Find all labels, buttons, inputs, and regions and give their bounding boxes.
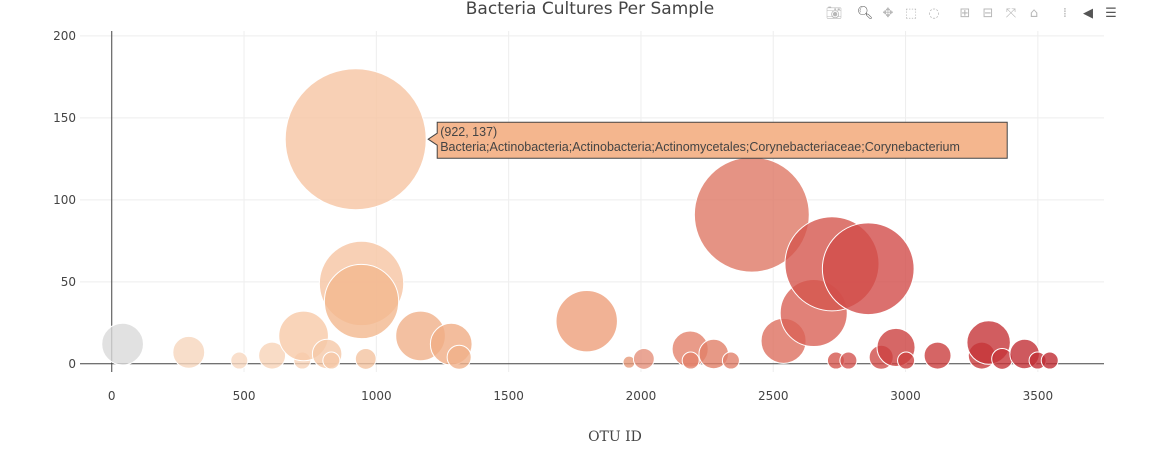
- bubble[interactable]: [101, 322, 144, 366]
- hover-tooltip-box: [427, 121, 1008, 159]
- box-select-icon[interactable]: ⬚: [904, 5, 918, 21]
- bubble[interactable]: [632, 347, 655, 370]
- autoscale-icon[interactable]: ⤧: [1005, 5, 1017, 21]
- bubble[interactable]: [991, 347, 1014, 370]
- chart-title: Bacteria Cultures Per Sample: [466, 0, 714, 19]
- bubble[interactable]: [555, 289, 618, 353]
- bubble[interactable]: [258, 341, 287, 370]
- bubble[interactable]: [1040, 351, 1059, 370]
- x-tick-label: 2500: [758, 389, 789, 403]
- bubbles[interactable]: [101, 68, 1059, 370]
- x-tick-label: 0: [108, 389, 116, 403]
- bubble[interactable]: [681, 351, 700, 370]
- bubble[interactable]: [446, 344, 472, 370]
- bubble[interactable]: [323, 263, 400, 340]
- hover-tooltip: (922, 137) Bacteria;Actinobacteria;Actin…: [427, 121, 1008, 159]
- lasso-select-icon[interactable]: ◌: [928, 5, 940, 21]
- bubble[interactable]: [354, 347, 377, 370]
- x-tick-label: 500: [233, 389, 256, 403]
- zoom-out-icon[interactable]: ⊟: [982, 5, 994, 21]
- x-tick-label: 2000: [626, 389, 657, 403]
- hover-compare-icon[interactable]: ☰: [1105, 5, 1117, 21]
- tick-labels: 0 500 1000 1500 2000 2500 3000 3500 0 50 100 150 200: [53, 29, 1053, 403]
- modebar: 📷︎ 🔍︎ ✥ ⬚ ◌ ⊞ ⊟ ⤧ ⌂ ⁞ ◀ ☰: [826, 4, 1119, 22]
- y-tick-label: 200: [53, 29, 76, 43]
- x-axis-label: OTU ID: [588, 429, 642, 445]
- y-tick-label: 50: [61, 275, 76, 289]
- bubble[interactable]: [839, 351, 858, 370]
- hover-closest-icon[interactable]: ◀: [1083, 5, 1093, 21]
- bubble[interactable]: [172, 335, 206, 369]
- x-tick-label: 1500: [493, 389, 524, 403]
- y-tick-label: 0: [68, 357, 76, 371]
- y-tick-label: 100: [53, 193, 76, 207]
- bubble[interactable]: [821, 222, 915, 316]
- x-tick-label: 1000: [361, 389, 392, 403]
- bubble[interactable]: [721, 351, 740, 370]
- hover-coord-text: (922, 137): [440, 125, 497, 139]
- bubble[interactable]: [284, 68, 427, 211]
- bubble[interactable]: [230, 351, 249, 370]
- x-tick-label: 3000: [890, 389, 921, 403]
- bubble[interactable]: [923, 341, 952, 370]
- zoom-in-icon[interactable]: ⊞: [959, 5, 971, 21]
- bubble[interactable]: [322, 351, 341, 370]
- bubble[interactable]: [897, 351, 916, 370]
- hover-label-text: Bacteria;Actinobacteria;Actinobacteria;A…: [440, 140, 960, 154]
- zoom-icon[interactable]: 🔍︎: [856, 5, 874, 21]
- camera-icon[interactable]: 📷︎: [825, 5, 843, 21]
- y-tick-label: 150: [53, 111, 76, 125]
- spike-lines-icon[interactable]: ⁞: [1062, 5, 1068, 21]
- reset-axes-icon[interactable]: ⌂: [1029, 5, 1039, 21]
- x-tick-label: 3500: [1023, 389, 1054, 403]
- pan-icon[interactable]: ✥: [882, 5, 894, 21]
